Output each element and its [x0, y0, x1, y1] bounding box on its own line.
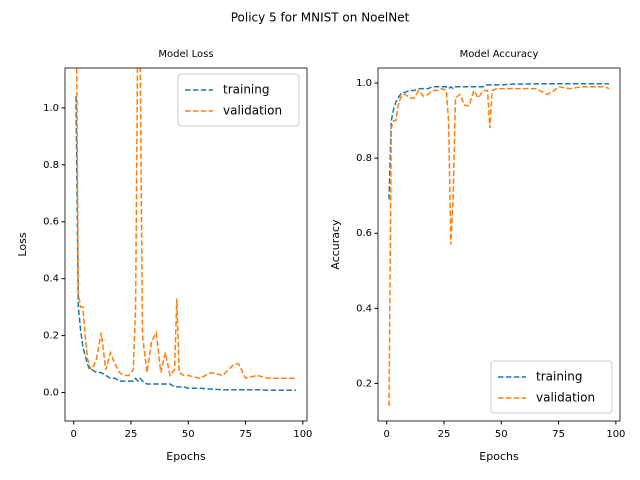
x-axis-label: Epochs [479, 450, 519, 463]
legend-label: training [536, 370, 583, 384]
y-tick-label: 0.4 [356, 303, 372, 314]
legend-label: training [223, 83, 270, 97]
x-tick-label: 0 [384, 429, 390, 440]
y-axis-label: Accuracy [329, 219, 342, 270]
y-axis-label: Loss [16, 232, 29, 256]
series-line [388, 83, 609, 200]
axes-frame [377, 67, 621, 422]
legend-label: validation [536, 391, 595, 405]
x-tick-label: 50 [182, 429, 195, 440]
axes-frame [64, 67, 308, 422]
series-line [75, 68, 296, 380]
y-tick-label: 0.2 [356, 378, 372, 389]
series-line [75, 96, 296, 391]
y-tick-label: 1.0 [43, 103, 59, 114]
x-tick-label: 25 [125, 429, 138, 440]
y-tick-label: 0.8 [43, 160, 59, 171]
y-tick-label: 0.4 [43, 274, 59, 285]
x-tick-label: 25 [438, 429, 451, 440]
x-tick-label: 100 [293, 429, 312, 440]
y-tick-label: 0.0 [43, 388, 59, 399]
axes-title: Model Accuracy [460, 49, 539, 60]
y-tick-label: 0.6 [43, 217, 59, 228]
series-line [388, 85, 610, 406]
figure-title: Policy 5 for MNIST on NoelNet [231, 11, 410, 25]
y-tick-label: 1.0 [356, 78, 372, 89]
y-tick-label: 0.8 [356, 153, 372, 164]
x-tick-label: 75 [239, 429, 252, 440]
x-tick-label: 75 [552, 429, 565, 440]
x-tick-label: 50 [495, 429, 508, 440]
axes-title: Model Loss [158, 49, 213, 60]
legend-box [177, 73, 300, 127]
y-tick-label: 0.6 [356, 228, 372, 239]
legend-box [490, 360, 613, 414]
y-tick-label: 0.2 [43, 331, 59, 342]
x-tick-label: 100 [606, 429, 625, 440]
x-axis-label: Epochs [166, 450, 206, 463]
x-tick-label: 0 [71, 429, 77, 440]
legend-label: validation [223, 104, 282, 118]
